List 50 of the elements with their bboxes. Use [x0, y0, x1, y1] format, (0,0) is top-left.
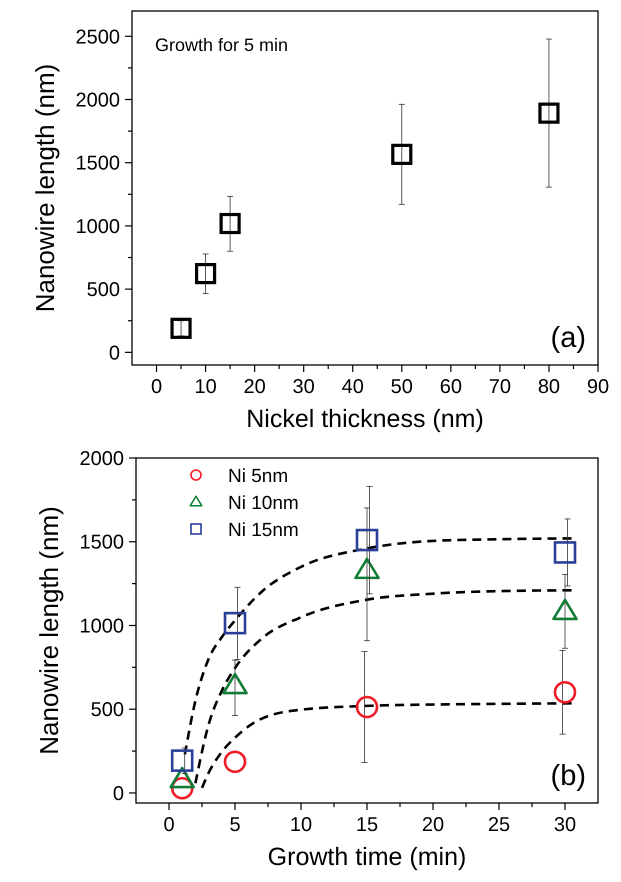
annotation: Growth for 5 min — [155, 35, 288, 55]
y-tick-label: 500 — [86, 279, 120, 302]
annotation: (a) — [550, 322, 586, 354]
x-tick-label: 10 — [290, 814, 312, 836]
point — [356, 528, 378, 552]
x-tick-label: 25 — [488, 814, 510, 836]
y-tick-label: 0 — [108, 342, 120, 364]
point — [170, 318, 192, 339]
x-tick-label: 40 — [342, 376, 364, 398]
x-tick-label: 80 — [538, 376, 560, 398]
point — [194, 262, 216, 284]
x-tick-label: 70 — [488, 376, 512, 398]
y-axis-title: Nanowire length (nm) — [34, 506, 64, 755]
y-tick-label: 0 — [112, 782, 124, 805]
y-tick-label: 500 — [90, 699, 124, 722]
annotation: (b) — [550, 760, 586, 792]
x-tick-label: 0 — [163, 814, 175, 836]
point — [554, 541, 576, 564]
x-tick-label: 20 — [244, 376, 266, 398]
point — [224, 612, 246, 634]
y-tick-label: 2000 — [76, 90, 120, 112]
point — [391, 144, 412, 165]
x-axis-title: Nickel thickness (nm) — [246, 405, 484, 433]
point — [220, 212, 241, 234]
y-tick-label: 2000 — [80, 448, 124, 470]
y-tick-label: 1000 — [76, 216, 120, 238]
legend-label: Ni 15nm — [228, 520, 299, 541]
x-tick-label: 90 — [586, 376, 610, 398]
x-tick-label: 30 — [554, 814, 576, 836]
x-tick-label: 5 — [229, 814, 241, 836]
legend-label: Ni 10nm — [228, 493, 299, 514]
point — [538, 102, 560, 124]
y-tick-label: 2500 — [76, 26, 120, 48]
x-tick-label: 20 — [422, 814, 444, 836]
y-tick-label: 1500 — [80, 532, 124, 554]
x-tick-label: 15 — [356, 814, 378, 836]
x-tick-label: 60 — [440, 376, 462, 398]
y-tick-label: 1000 — [80, 615, 124, 638]
x-tick-label: 10 — [194, 376, 217, 398]
y-tick-label: 1500 — [76, 152, 120, 175]
point — [356, 696, 378, 718]
x-tick-label: 30 — [292, 376, 315, 398]
x-tick-label: 0 — [150, 376, 162, 398]
x-tick-label: 50 — [390, 376, 413, 398]
point — [170, 749, 194, 772]
y-axis-title: Nanowire length (nm) — [30, 64, 60, 312]
legend-label: Ni 5nm — [228, 466, 288, 487]
point — [224, 750, 246, 774]
x-axis-title: Growth time (min) — [268, 843, 466, 871]
point — [554, 681, 576, 704]
